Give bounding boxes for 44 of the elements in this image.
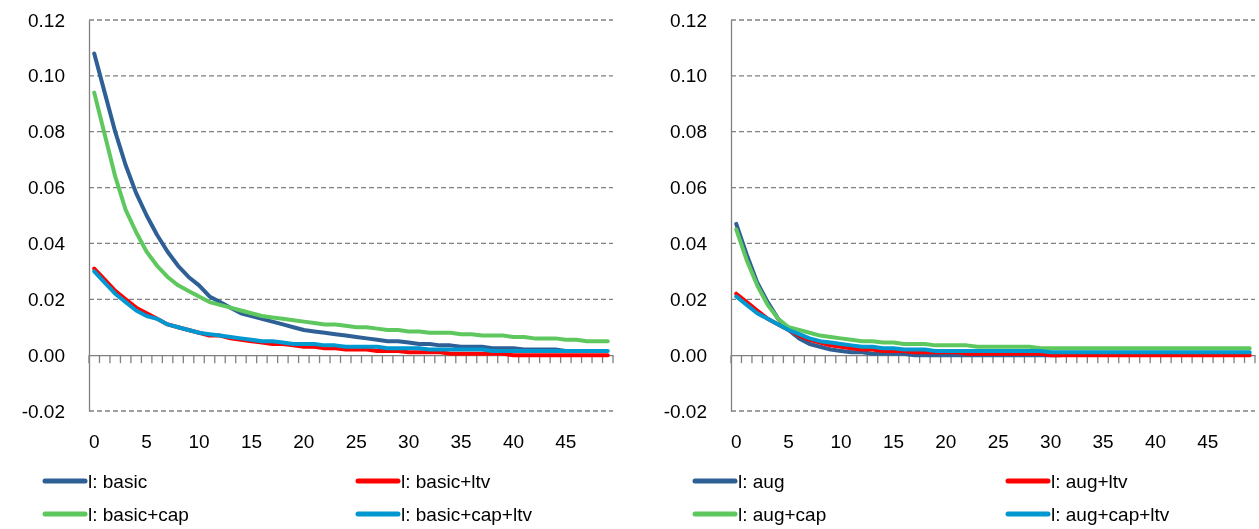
y-tick-label: 0.06 <box>28 177 65 199</box>
legend-label: l: aug <box>738 471 785 492</box>
x-tick-label: 10 <box>188 431 210 453</box>
x-tick-label: 0 <box>730 431 742 453</box>
y-tick-label: 0.04 <box>670 233 708 255</box>
legend-label: l: basic+cap <box>88 504 189 525</box>
y-tick-label: 0.10 <box>670 65 707 87</box>
x-tick-label: 10 <box>830 431 852 453</box>
legend-label: l: basic+ltv <box>401 471 491 492</box>
x-tick-label: 20 <box>293 431 315 453</box>
y-tick-label: 0.10 <box>28 65 65 87</box>
y-tick-label: -0.02 <box>663 400 707 422</box>
y-tick-label: 0.00 <box>28 344 65 366</box>
x-tick-label: 45 <box>1197 431 1219 453</box>
x-tick-label: 5 <box>141 431 152 453</box>
y-tick-label: 0.06 <box>670 177 707 199</box>
legend-label: l: aug+cap <box>738 504 827 525</box>
x-tick-label: 45 <box>555 431 577 453</box>
y-tick-label: 0.08 <box>28 121 65 143</box>
x-tick-label: 40 <box>502 431 525 453</box>
x-tick-label: 40 <box>1144 431 1167 453</box>
legend-label: l: basic+cap+ltv <box>401 504 533 525</box>
y-tick-label: 0.08 <box>670 121 707 143</box>
x-tick-label: 0 <box>88 431 100 453</box>
x-tick-label: 25 <box>987 431 1009 453</box>
x-tick-label: 25 <box>345 431 367 453</box>
x-tick-label: 35 <box>450 431 472 453</box>
x-tick-label: 15 <box>240 431 263 453</box>
x-tick-label: 30 <box>398 431 420 453</box>
legend-label: l: aug+ltv <box>1051 471 1129 492</box>
y-tick-label: 0.12 <box>670 9 707 31</box>
legend-label: l: aug+cap+ltv <box>1051 504 1170 525</box>
x-tick-label: 20 <box>935 431 957 453</box>
y-tick-label: -0.02 <box>21 400 65 422</box>
x-tick-label: 5 <box>783 431 794 453</box>
y-tick-label: 0.00 <box>670 344 707 366</box>
y-tick-label: 0.12 <box>28 9 65 31</box>
y-tick-label: 0.02 <box>28 288 65 310</box>
x-tick-label: 15 <box>882 431 905 453</box>
y-tick-label: 0.04 <box>28 233 66 255</box>
legend-label: l: basic <box>88 471 148 492</box>
x-tick-label: 35 <box>1092 431 1114 453</box>
x-tick-label: 30 <box>1040 431 1062 453</box>
y-tick-label: 0.02 <box>670 288 707 310</box>
